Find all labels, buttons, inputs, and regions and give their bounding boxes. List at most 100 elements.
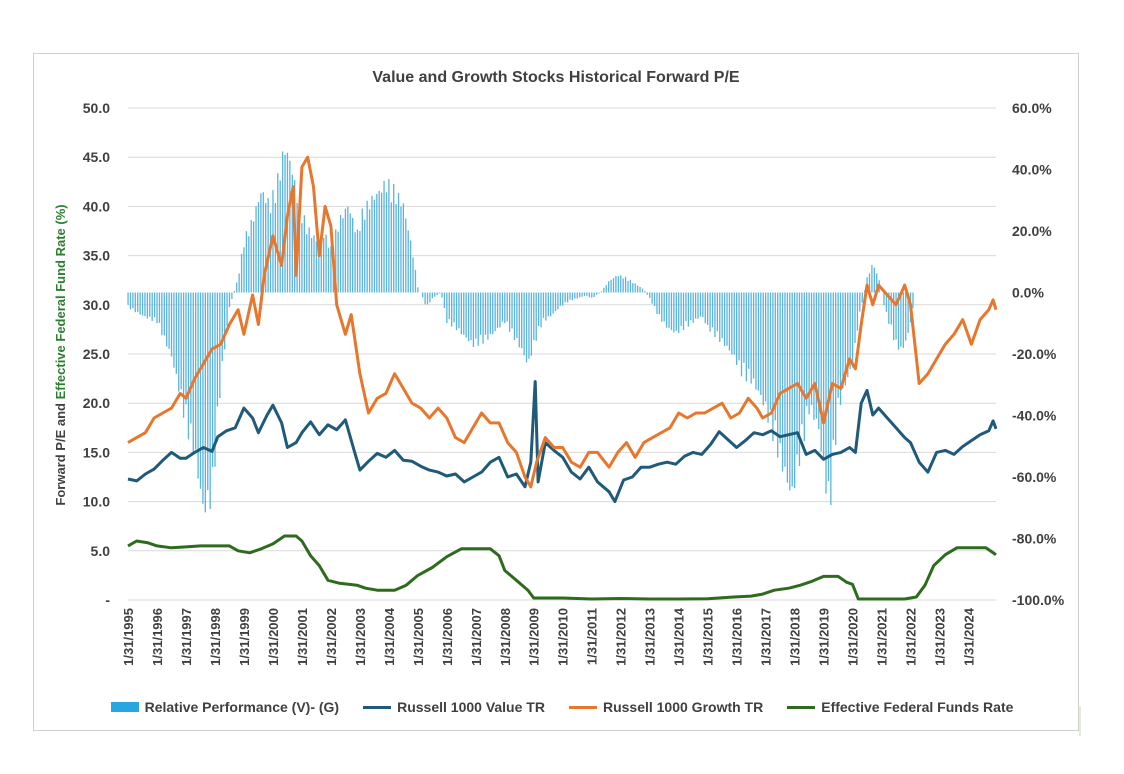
- relative-performance-bar: [723, 292, 726, 347]
- relative-performance-bar: [262, 192, 264, 293]
- relative-performance-bar: [257, 202, 260, 293]
- x-tick-label: 1/31/2004: [382, 607, 397, 666]
- relative-performance-bar: [395, 204, 397, 293]
- relative-performance-bar: [342, 218, 344, 293]
- relative-performance-bar: [323, 238, 325, 293]
- relative-performance-bar: [393, 183, 395, 293]
- relative-performance-bar: [651, 292, 653, 304]
- relative-performance-bar: [825, 292, 827, 494]
- relative-performance-bar: [475, 292, 477, 339]
- relative-performance-bar: [822, 292, 825, 458]
- relative-performance-bar: [610, 279, 612, 293]
- relative-performance-bar: [303, 215, 306, 293]
- relative-performance-bar: [530, 292, 533, 356]
- relative-performance-bar: [564, 292, 566, 303]
- relative-performance-bar: [719, 292, 721, 342]
- relative-performance-bar: [581, 292, 583, 297]
- right-tick-label: -20.0%: [1012, 346, 1057, 362]
- relative-performance-bar: [781, 292, 784, 472]
- relative-performance-bar: [540, 292, 542, 328]
- x-tick-label: 1/31/2005: [411, 608, 426, 666]
- relative-performance-bar: [830, 292, 832, 505]
- series-lines: [127, 155, 998, 601]
- relative-performance-bar: [545, 292, 547, 321]
- relative-performance-bar: [458, 292, 460, 329]
- x-tick-label: 1/31/2020: [846, 608, 861, 666]
- chart-title: Value and Growth Stocks Historical Forwa…: [372, 69, 740, 86]
- relative-performance-bar: [289, 160, 291, 293]
- relative-performance-bar: [528, 292, 530, 359]
- relative-performance-bar: [806, 292, 808, 406]
- relative-performance-bar: [697, 292, 699, 319]
- relative-performance-bar: [815, 292, 818, 419]
- relative-performance-bar: [313, 235, 315, 293]
- relative-performance-bar: [192, 292, 194, 455]
- relative-performance-bar: [661, 292, 663, 322]
- relative-performance-bar: [436, 292, 438, 296]
- relative-performance-bar: [755, 292, 757, 390]
- x-tick-label: 1/31/1998: [208, 608, 223, 666]
- relative-performance-bar: [149, 292, 151, 317]
- relative-performance-bar: [325, 234, 327, 293]
- relative-performance-bar: [516, 292, 518, 339]
- relative-performance-bar: [134, 292, 136, 313]
- relative-performance-bar: [603, 287, 605, 293]
- relative-performance-bar: [453, 292, 455, 323]
- relative-performance-bar: [390, 202, 392, 293]
- relative-performance-bar: [844, 292, 846, 386]
- relative-performance-bar: [175, 292, 178, 374]
- relative-performance-bar: [513, 292, 516, 341]
- relative-performance-bar: [750, 292, 752, 384]
- relative-performance-bar: [166, 292, 168, 347]
- left-tick-label: 5.0: [91, 543, 111, 559]
- relative-performance-bar: [361, 208, 363, 293]
- relative-performance-bar: [670, 292, 673, 331]
- relative-performance-bar: [352, 217, 354, 293]
- relative-performance-bar: [726, 292, 728, 346]
- relative-performance-bar: [847, 292, 849, 378]
- relative-performance-bar: [378, 190, 380, 293]
- left-tick-label: 40.0: [83, 198, 110, 214]
- x-tick-label: 1/31/2018: [788, 608, 803, 666]
- relative-performance-bar: [731, 292, 733, 355]
- legend-item-value: Russell 1000 Value TR: [363, 699, 545, 715]
- relative-performance-bar: [518, 292, 520, 348]
- relative-performance-bar: [366, 200, 368, 293]
- relative-performance-bar: [533, 292, 535, 340]
- x-tick-label: 1/31/2011: [585, 608, 600, 665]
- relative-performance-bar: [897, 292, 900, 350]
- relative-performance-bar: [364, 219, 366, 293]
- relative-performance-bar: [158, 292, 161, 323]
- relative-performance-bar: [588, 292, 590, 298]
- relative-performance-bar: [692, 292, 694, 323]
- x-tick-label: 1/31/2013: [643, 608, 658, 666]
- relative-performance-bar: [685, 292, 687, 322]
- relative-performance-bar: [600, 291, 603, 293]
- relative-performance-bar: [431, 292, 434, 299]
- relative-performance-bar: [492, 292, 494, 335]
- relative-performance-bar: [617, 276, 619, 293]
- x-tick-label: 1/31/2022: [904, 608, 919, 666]
- legend-swatch-growth: [568, 705, 597, 709]
- relative-performance-bar: [216, 292, 219, 407]
- left-tick-label: -: [105, 592, 110, 608]
- relative-performance-bar: [576, 292, 578, 299]
- x-tick-label: 1/31/1997: [179, 608, 194, 666]
- relative-performance-bar: [137, 292, 139, 312]
- relative-performance-bar: [772, 292, 774, 442]
- relative-performance-bar: [306, 234, 308, 293]
- left-tick-label: 20.0: [83, 395, 110, 411]
- relative-performance-bar: [504, 292, 506, 324]
- relative-performance-bar: [569, 292, 571, 300]
- relative-performance-bar: [740, 292, 743, 377]
- decorative-edge-mark: [1079, 706, 1081, 736]
- relative-performance-bar: [559, 292, 562, 306]
- relative-performance-bar: [347, 206, 349, 293]
- relative-performance-bar: [156, 292, 158, 324]
- relative-performance-bar: [593, 292, 595, 297]
- relative-performance-bar: [371, 195, 373, 293]
- relative-performance-bar: [214, 292, 216, 467]
- relative-performance-bar: [752, 292, 755, 379]
- relative-performance-bar: [859, 292, 861, 312]
- relative-performance-bar: [764, 292, 767, 402]
